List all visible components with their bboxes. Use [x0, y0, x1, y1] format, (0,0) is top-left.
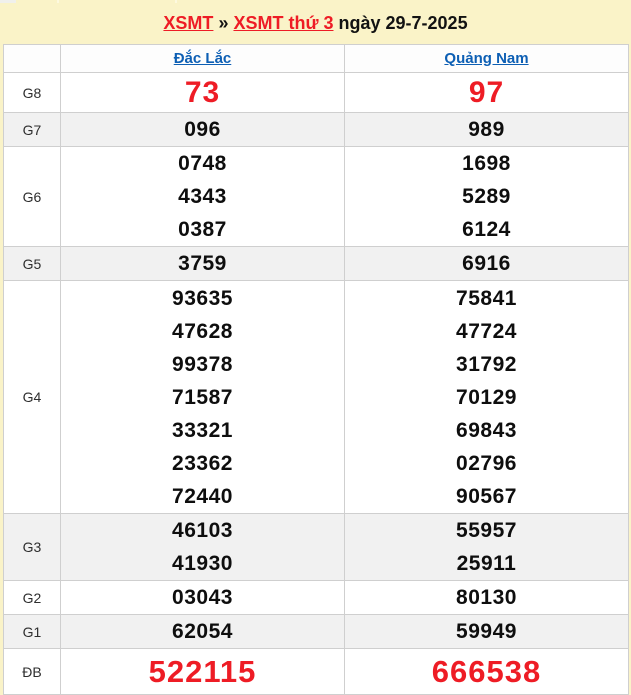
prize-row-g7: G7 096 989 — [3, 112, 629, 147]
prize-row-g8: G8 73 97 — [3, 72, 629, 113]
number-value: 5289 — [462, 185, 511, 208]
prize-row-g5: G5 3759 6916 — [3, 246, 629, 281]
number-value: 99378 — [172, 352, 233, 376]
province-header-dac-lac: Đắc Lắc — [60, 44, 345, 73]
number-value: 25911 — [456, 552, 517, 575]
breadcrumb-separator: » — [218, 13, 229, 33]
prize-row-g6: G6 0748 4343 0387 1698 5289 6124 — [3, 146, 629, 247]
prize-row-g3: G3 46103 41930 55957 25911 — [3, 513, 629, 581]
prize-label-g4: G4 — [3, 280, 61, 514]
g1-dac-lac-cell: 62054 — [60, 614, 345, 649]
number-value: 47724 — [456, 319, 517, 343]
prize-label-g6: G6 — [3, 146, 61, 247]
number-value: 03043 — [172, 586, 233, 609]
top-tab-divider — [57, 0, 59, 3]
number-value: 31792 — [456, 352, 517, 376]
prize-label-g2: G2 — [3, 580, 61, 615]
number-value: 93635 — [172, 286, 233, 310]
g5-quang-nam-cell: 6916 — [344, 246, 629, 281]
number-value: 46103 — [172, 519, 233, 542]
dac-lac-link[interactable]: Đắc Lắc — [173, 49, 232, 67]
number-value: 75841 — [456, 286, 517, 310]
g3-quang-nam-cell: 55957 25911 — [344, 513, 629, 581]
g8-quang-nam-cell: 97 — [344, 72, 629, 113]
number-value: 72440 — [172, 484, 233, 508]
prize-label-g7: G7 — [3, 112, 61, 147]
prize-label-g8: G8 — [3, 72, 61, 113]
g7-quang-nam-cell: 989 — [344, 112, 629, 147]
g1-quang-nam-cell: 59949 — [344, 614, 629, 649]
g6-quang-nam-cell: 1698 5289 6124 — [344, 146, 629, 247]
g6-dac-lac-cell: 0748 4343 0387 — [60, 146, 345, 247]
number-value: 80130 — [456, 586, 517, 609]
g8-dac-lac-cell: 73 — [60, 72, 345, 113]
number-value: 02796 — [456, 451, 517, 475]
number-value: 6124 — [462, 218, 511, 241]
top-left-notch — [0, 0, 16, 3]
number-value: 666538 — [431, 653, 542, 689]
g2-quang-nam-cell: 80130 — [344, 580, 629, 615]
prize-row-db: ĐB 522115 666538 — [3, 648, 629, 695]
db-quang-nam-cell: 666538 — [344, 648, 629, 695]
xsmt-home-link[interactable]: XSMT — [163, 13, 214, 33]
number-value: 70129 — [456, 385, 517, 409]
prize-label-g3: G3 — [3, 513, 61, 581]
xsmt-tuesday-link[interactable]: XSMT thứ 3 — [233, 13, 334, 33]
number-value: 6916 — [462, 252, 511, 275]
top-tab-divider — [175, 0, 177, 3]
number-value: 55957 — [456, 519, 517, 542]
number-value: 47628 — [172, 319, 233, 343]
number-value: 989 — [468, 118, 505, 141]
number-value: 33321 — [172, 418, 233, 442]
number-value: 1698 — [462, 152, 511, 175]
quang-nam-link[interactable]: Quảng Nam — [444, 49, 529, 67]
page-title: XSMT» XSMT thứ 3 ngày 29-7-2025 — [163, 13, 467, 34]
number-value: 69843 — [456, 418, 517, 442]
province-header-quang-nam: Quảng Nam — [344, 44, 629, 73]
prize-row-g4: G4 93635 47628 99378 71587 33321 23362 7… — [3, 280, 629, 514]
number-value: 522115 — [148, 653, 257, 689]
prize-row-g1: G1 62054 59949 — [3, 614, 629, 649]
number-value: 0387 — [178, 218, 227, 241]
g4-quang-nam-cell: 75841 47724 31792 70129 69843 02796 9056… — [344, 280, 629, 514]
number-value: 73 — [184, 75, 221, 109]
g2-dac-lac-cell: 03043 — [60, 580, 345, 615]
number-value: 0748 — [178, 152, 227, 175]
lottery-results-table: Đắc Lắc Quảng Nam G8 73 97 G7 096 989 G6… — [3, 44, 629, 695]
g7-dac-lac-cell: 096 — [60, 112, 345, 147]
title-band: XSMT» XSMT thứ 3 ngày 29-7-2025 — [0, 3, 631, 44]
prize-row-g2: G2 03043 80130 — [3, 580, 629, 615]
top-edge-decoration — [0, 0, 631, 3]
corner-cell — [3, 44, 61, 73]
prize-label-g5: G5 — [3, 246, 61, 281]
g4-dac-lac-cell: 93635 47628 99378 71587 33321 23362 7244… — [60, 280, 345, 514]
number-value: 4343 — [178, 185, 227, 208]
number-value: 90567 — [456, 484, 517, 508]
draw-date: ngày 29-7-2025 — [338, 13, 468, 33]
number-value: 71587 — [172, 385, 233, 409]
number-value: 23362 — [172, 451, 233, 475]
number-value: 97 — [468, 75, 505, 109]
prize-label-db: ĐB — [3, 648, 61, 695]
number-value: 3759 — [178, 252, 227, 275]
db-dac-lac-cell: 522115 — [60, 648, 345, 695]
number-value: 62054 — [172, 620, 233, 643]
number-value: 096 — [184, 118, 221, 141]
prize-label-g1: G1 — [3, 614, 61, 649]
g3-dac-lac-cell: 46103 41930 — [60, 513, 345, 581]
number-value: 59949 — [456, 620, 517, 643]
g5-dac-lac-cell: 3759 — [60, 246, 345, 281]
table-header-row: Đắc Lắc Quảng Nam — [3, 44, 629, 73]
number-value: 41930 — [172, 552, 233, 575]
